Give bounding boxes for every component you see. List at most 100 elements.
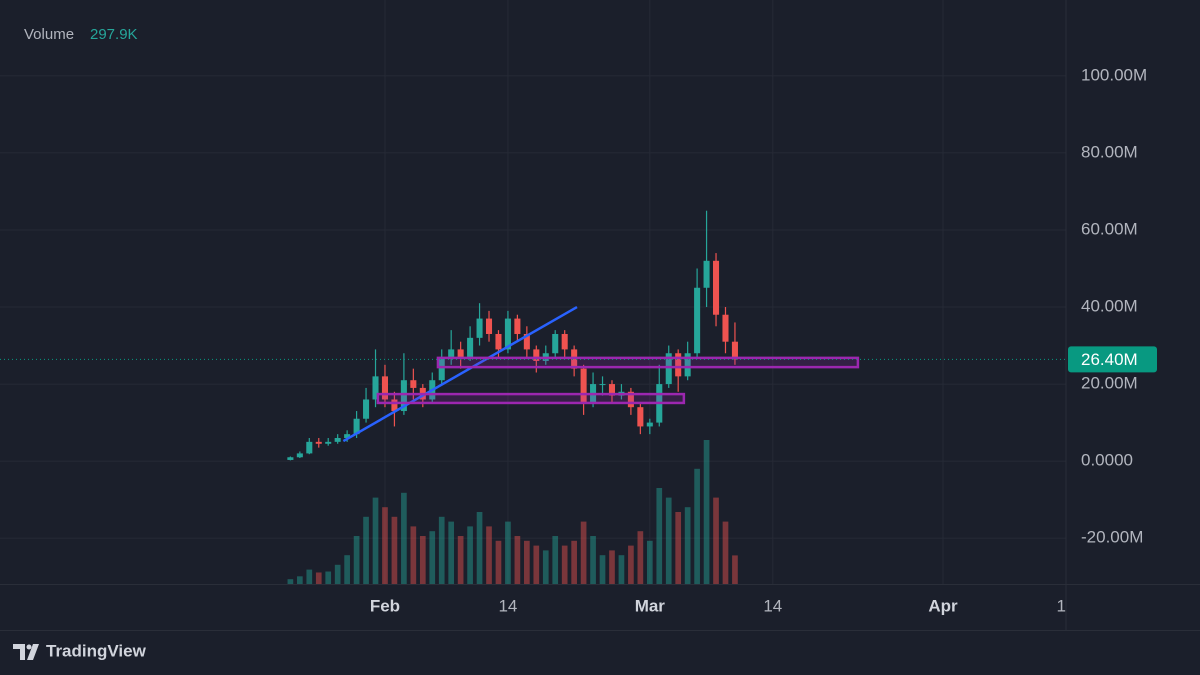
candle-body <box>457 349 464 358</box>
volume-bar <box>590 536 596 584</box>
candle-body <box>552 333 559 354</box>
last-price-label: 26.40M <box>1081 350 1138 369</box>
volume-bar <box>486 526 492 584</box>
volume-bar <box>334 564 341 584</box>
grid <box>0 0 1067 584</box>
candle-body <box>722 314 729 342</box>
legend-name: Volume <box>24 26 74 43</box>
volume-bar <box>382 507 388 584</box>
price-axis: -20.00M 0.0000 20.00M 40.00M 60.00M 80.00M 100… <box>1081 65 1147 546</box>
volume-bar <box>476 512 483 584</box>
candle-body <box>485 318 493 334</box>
volume-bar <box>457 536 464 584</box>
volume-bar <box>628 545 634 584</box>
x-tick-label: 14 <box>498 596 517 615</box>
last-price-box <box>1068 346 1157 373</box>
y-tick-label: 20.00M <box>1081 374 1138 393</box>
volume-bar <box>684 507 691 584</box>
legend-value: 297.9K <box>90 26 138 43</box>
candle-body <box>665 353 672 385</box>
candle-body <box>391 399 398 412</box>
candle-body <box>467 337 474 358</box>
y-tick-label: 0.0000 <box>1081 451 1133 470</box>
candle-body <box>287 457 294 460</box>
brand-icon-dot <box>26 644 32 650</box>
y-tick-label: -20.00M <box>1081 528 1143 547</box>
x-tick-label: Apr <box>928 596 958 615</box>
candle-body <box>296 453 303 458</box>
y-tick-label: 80.00M <box>1081 142 1138 161</box>
volume-bar <box>656 488 663 584</box>
candle-body <box>514 318 521 334</box>
volume-bar <box>580 521 587 584</box>
volume-bar <box>363 516 369 584</box>
volume-bar <box>344 555 350 584</box>
x-tick-label: 14 <box>763 596 782 615</box>
x-tick-label: Mar <box>635 596 666 615</box>
volume-bar <box>618 555 625 584</box>
candle-body <box>334 438 341 442</box>
volume-bar <box>438 516 445 584</box>
y-tick-label: 40.00M <box>1081 297 1138 316</box>
brand-logo <box>13 644 39 660</box>
volume-bar <box>542 550 549 584</box>
candle-body <box>315 441 322 444</box>
candle-body <box>476 318 483 338</box>
volume-bar <box>287 579 294 584</box>
volume-bar <box>429 531 436 584</box>
volume-bar <box>732 555 738 584</box>
candle-body <box>561 333 568 350</box>
volume-bar <box>637 531 644 584</box>
volume-bar <box>599 555 606 584</box>
candle-body <box>731 341 738 360</box>
candle-body <box>400 380 407 412</box>
candle-body <box>580 368 587 404</box>
candle-body <box>684 353 691 377</box>
x-tick-label: Feb <box>370 596 400 615</box>
candle-body <box>363 399 370 419</box>
candle-body <box>627 391 634 408</box>
volume-bar <box>495 540 502 584</box>
candle-body <box>703 260 710 288</box>
candle-body <box>533 349 540 361</box>
candle-body <box>694 287 701 354</box>
x-tick-label: 14 <box>1057 596 1076 615</box>
drawings <box>342 305 860 443</box>
candle-body <box>410 380 417 388</box>
candle-body <box>372 376 379 400</box>
candle-body <box>599 384 606 386</box>
volume-bar <box>552 536 559 584</box>
candle-body <box>637 407 644 427</box>
candle-body <box>608 384 616 396</box>
volume-bar <box>306 569 313 584</box>
volume-bar <box>297 576 303 584</box>
candle-body <box>523 333 530 350</box>
last-price: 26.40M <box>0 346 1157 373</box>
volume-bar <box>713 497 719 584</box>
volume-bar <box>646 540 653 584</box>
volume-bar <box>694 468 700 584</box>
volume-bar <box>703 440 710 584</box>
volume-bar <box>448 521 455 584</box>
y-tick-label: 100.00M <box>1081 65 1147 84</box>
volume-bar <box>514 536 521 584</box>
candle-body <box>381 376 388 400</box>
volume-bar <box>419 536 426 584</box>
y-tick-label: 60.00M <box>1081 219 1138 238</box>
candle-body <box>438 357 445 381</box>
brand-name: TradingView <box>46 641 147 660</box>
volume-bar <box>571 540 577 584</box>
volume-bar <box>315 572 322 584</box>
volume-bar <box>561 545 568 584</box>
candle-body <box>448 349 455 358</box>
volume-bar <box>722 521 729 584</box>
volume-bar <box>325 571 332 584</box>
volume-pane <box>287 440 738 584</box>
brand-icon <box>13 644 39 660</box>
trend-line <box>342 305 578 443</box>
candle-body <box>504 318 511 350</box>
candle-body <box>353 418 360 435</box>
zone-rect <box>376 392 686 405</box>
